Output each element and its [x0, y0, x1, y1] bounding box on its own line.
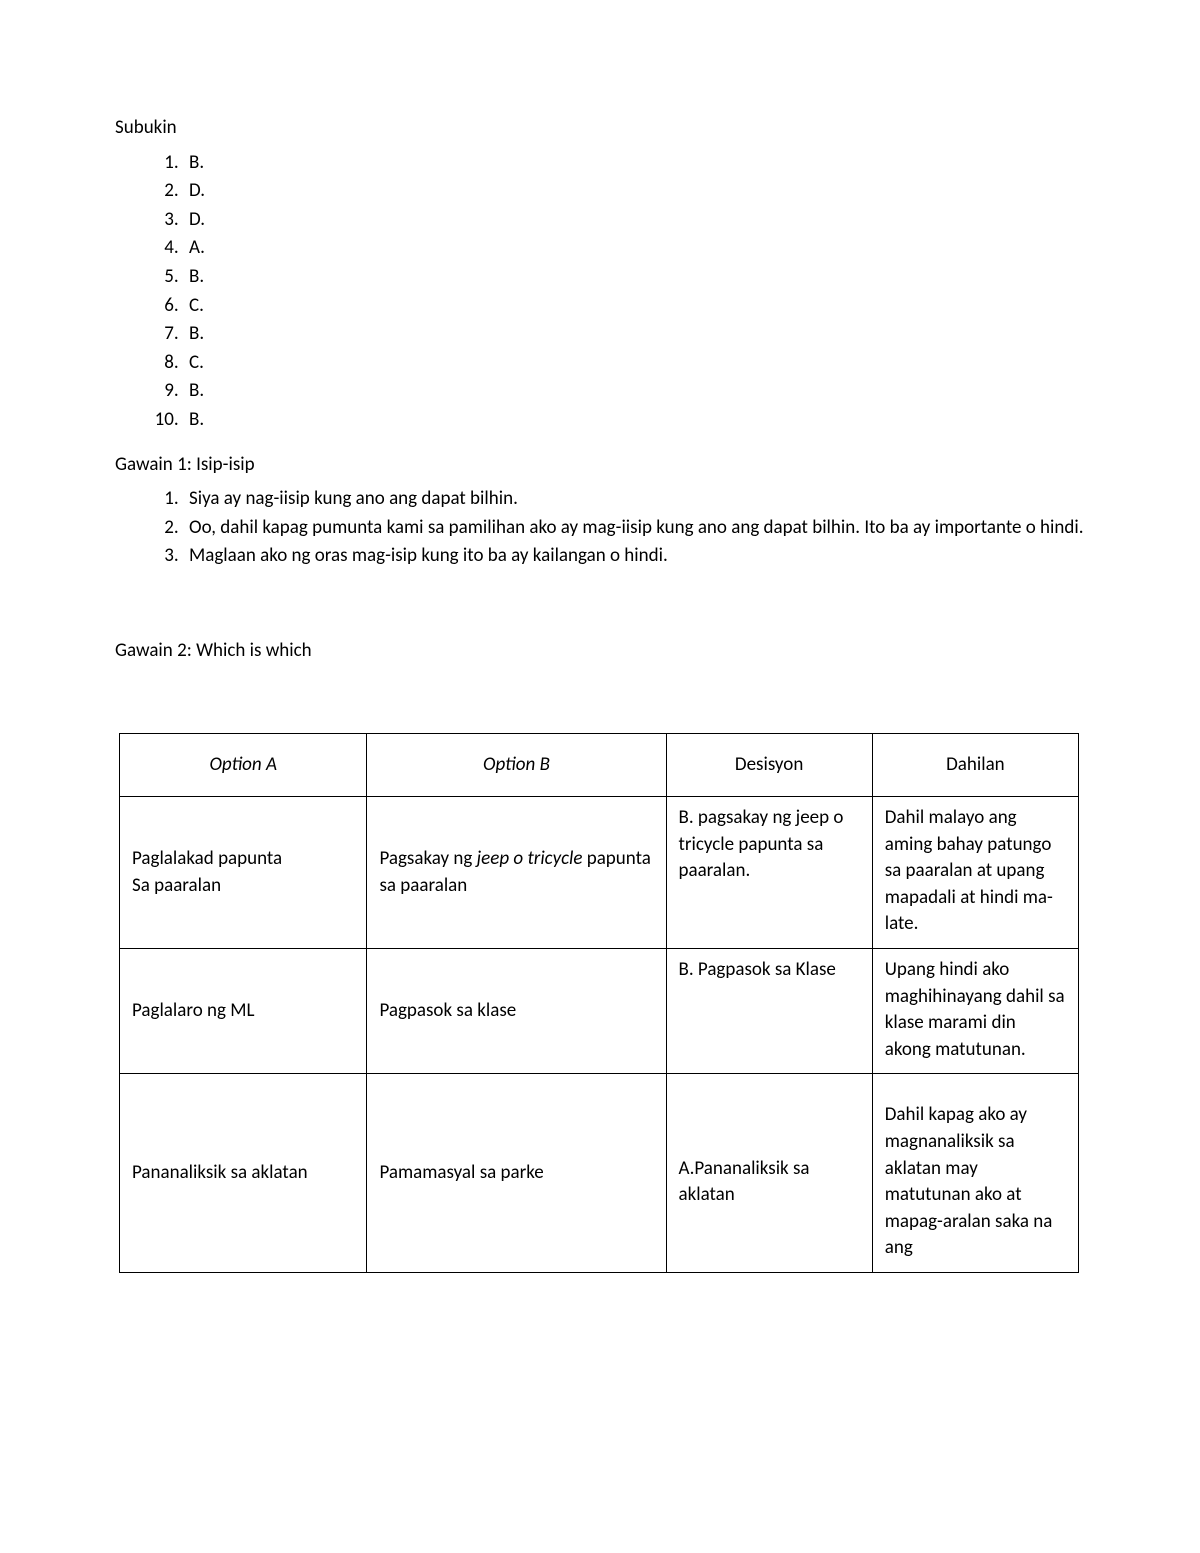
- cell-dahilan: Upang hindi ako maghihinayang dahil sa k…: [872, 949, 1078, 1074]
- subukin-item: C.: [183, 350, 1085, 377]
- gawain2-table: Option A Option B Desisyon Dahilan Pagla…: [119, 733, 1079, 1274]
- cell-desisyon: A.Pananaliksik sa aklatan: [666, 1074, 872, 1273]
- header-dahilan: Dahilan: [872, 733, 1078, 797]
- header-desisyon: Desisyon: [666, 733, 872, 797]
- cell-option-a: Paglalakad papunta Sa paaralan: [120, 797, 367, 949]
- header-option-a: Option A: [120, 733, 367, 797]
- text-italic: jeep o tricycle: [477, 847, 583, 870]
- table-header-row: Option A Option B Desisyon Dahilan: [120, 733, 1079, 797]
- text: Pagsakay ng: [379, 847, 476, 870]
- table-row: Pananaliksik sa aklatan Pamamasyal sa pa…: [120, 1074, 1079, 1273]
- subukin-item: C.: [183, 293, 1085, 320]
- subukin-item: B.: [183, 150, 1085, 177]
- subukin-item: B.: [183, 264, 1085, 291]
- table-row: Paglalaro ng ML Pagpasok sa klase B. Pag…: [120, 949, 1079, 1074]
- table-row: Paglalakad papunta Sa paaralan Pagsakay …: [120, 797, 1079, 949]
- cell-dahilan: Dahil malayo ang aming bahay patungo sa …: [872, 797, 1078, 949]
- gawain1-item: Oo, dahil kapag pumunta kami sa pamiliha…: [183, 515, 1085, 542]
- subukin-item: D.: [183, 207, 1085, 234]
- cell-option-a: Pananaliksik sa aklatan: [120, 1074, 367, 1273]
- gawain1-list: Siya ay nag-iisip kung ano ang dapat bil…: [183, 486, 1085, 570]
- cell-option-b: Pagpasok sa klase: [367, 949, 666, 1074]
- gawain1-item: Siya ay nag-iisip kung ano ang dapat bil…: [183, 486, 1085, 513]
- text: Dahil kapag ako ay magnanaliksik sa akla…: [885, 1103, 1053, 1259]
- text: Paglalakad papunta: [132, 847, 282, 870]
- cell-option-b: Pagsakay ng jeep o tricycle papunta sa p…: [367, 797, 666, 949]
- subukin-heading: Subukin: [115, 115, 1085, 142]
- text: Sa paaralan: [132, 874, 221, 897]
- subukin-item: B.: [183, 378, 1085, 405]
- cell-option-b: Pamamasyal sa parke: [367, 1074, 666, 1273]
- subukin-list: B. D. D. A. B. C. B. C. B. B.: [183, 150, 1085, 434]
- subukin-item: D.: [183, 178, 1085, 205]
- cell-desisyon: B. Pagpasok sa Klase: [666, 949, 872, 1074]
- subukin-item: B.: [183, 407, 1085, 434]
- subukin-item: B.: [183, 321, 1085, 348]
- cell-option-a: Paglalaro ng ML: [120, 949, 367, 1074]
- gawain1-item: Maglaan ako ng oras mag-isip kung ito ba…: [183, 543, 1085, 570]
- cell-desisyon: B. pagsakay ng jeep o tricycle papunta s…: [666, 797, 872, 949]
- gawain1-heading: Gawain 1: Isip-isip: [115, 452, 1085, 479]
- text: A.Pananaliksik sa aklatan: [679, 1157, 810, 1207]
- gawain2-heading: Gawain 2: Which is which: [115, 638, 1085, 665]
- cell-dahilan: Dahil kapag ako ay magnanaliksik sa akla…: [872, 1074, 1078, 1273]
- subukin-item: A.: [183, 235, 1085, 262]
- header-option-b: Option B: [367, 733, 666, 797]
